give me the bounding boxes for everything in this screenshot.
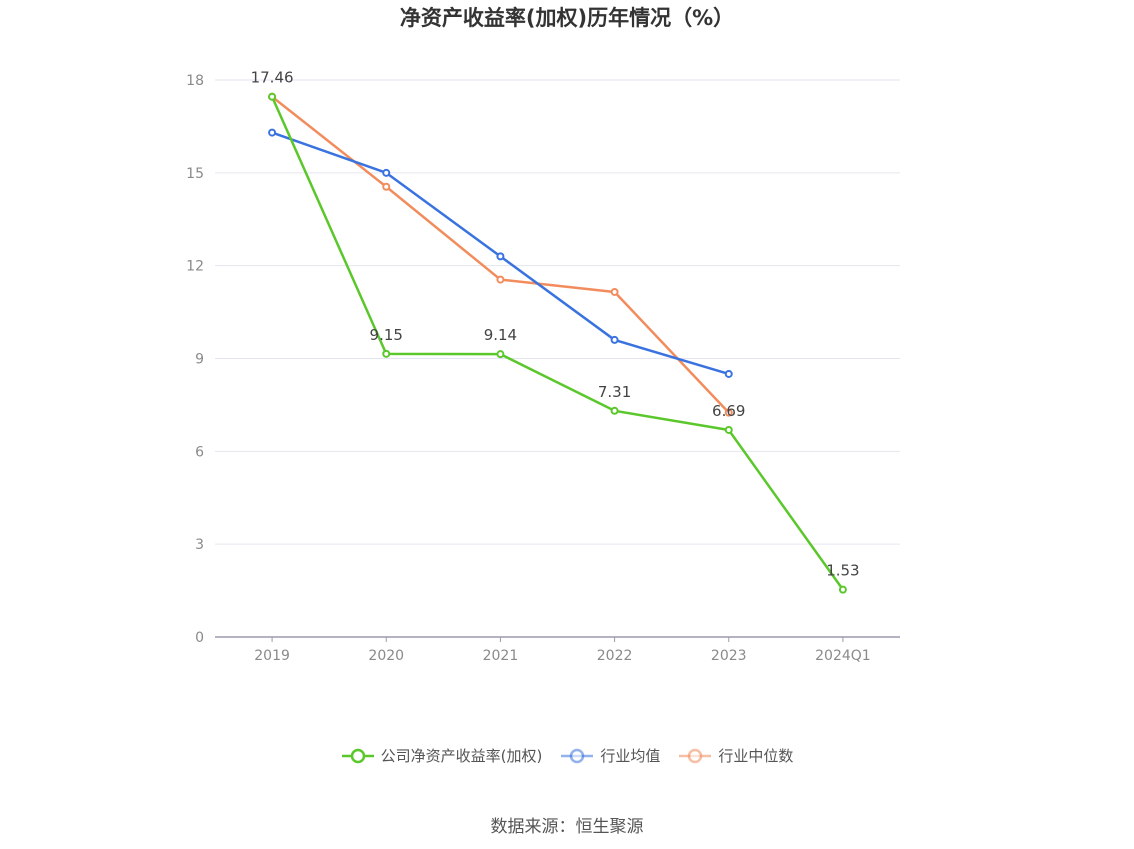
x-tick-label: 2019	[254, 648, 290, 664]
data-point	[496, 275, 505, 284]
y-tick-label: 3	[195, 537, 204, 553]
data-point	[268, 128, 277, 137]
data-point	[610, 335, 619, 344]
data-point	[610, 287, 619, 296]
legend-label: 行业均值	[600, 747, 661, 765]
data-point	[496, 252, 505, 261]
data-label: 6.69	[712, 402, 745, 420]
data-point	[724, 369, 733, 378]
data-point	[268, 92, 277, 101]
line-chart: 0 3 6 9 12 15 18 2019 2020 2021 2022 2023 2024Q1 17.4…	[186, 69, 900, 664]
data-point	[724, 425, 733, 434]
data-point	[382, 168, 391, 177]
legend-item[interactable]: 公司净资产收益率(加权)	[341, 745, 543, 766]
x-tick-label: 2020	[368, 648, 404, 664]
legend-marker-icon	[561, 748, 594, 763]
data-point	[838, 585, 847, 594]
y-tick-label: 18	[186, 73, 204, 89]
legend-marker-icon	[679, 748, 712, 763]
y-tick-label: 15	[186, 166, 204, 182]
chart-title: 净资产收益率(加权)历年情况（%）	[399, 6, 735, 30]
legend-label: 行业中位数	[718, 747, 794, 765]
data-label: 1.53	[826, 562, 859, 580]
data-point	[382, 349, 391, 358]
data-point	[724, 408, 733, 417]
source-note: 数据来源：恒生聚源	[490, 817, 644, 837]
x-tick-label: 2023	[711, 648, 747, 664]
x-tick-label: 2021	[483, 648, 519, 664]
legend: 公司净资产收益率(加权) 行业均值 行业中位数	[0, 745, 1134, 766]
y-tick-label: 0	[195, 630, 204, 646]
data-point	[610, 406, 619, 415]
legend-item[interactable]: 行业中位数	[678, 745, 793, 766]
data-point	[382, 182, 391, 191]
data-label: 9.14	[484, 326, 517, 344]
x-tick-label: 2022	[597, 648, 633, 664]
data-label: 7.31	[598, 383, 631, 401]
y-tick-label: 9	[195, 352, 204, 368]
legend-item[interactable]: 行业均值	[560, 745, 660, 766]
y-tick-label: 6	[195, 444, 204, 460]
series-line	[270, 96, 844, 591]
data-point	[496, 350, 505, 359]
data-label: 9.15	[370, 326, 403, 344]
legend-label: 公司净资产收益率(加权)	[380, 747, 543, 765]
x-tick-label: 2024Q1	[815, 648, 871, 664]
legend-marker-icon	[341, 748, 374, 763]
y-tick-label: 12	[186, 259, 204, 275]
data-label: 17.46	[251, 69, 294, 87]
